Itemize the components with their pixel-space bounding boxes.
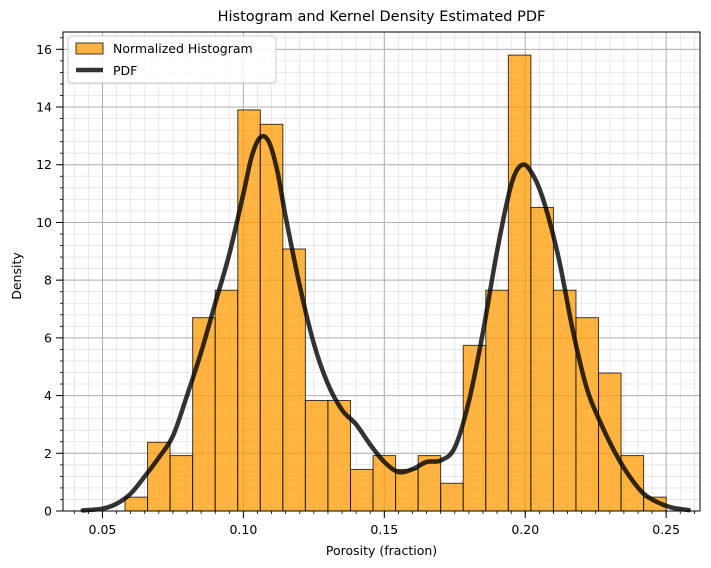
y-tick-label: 10	[36, 215, 52, 230]
histogram-bars	[124, 54, 667, 512]
histogram-bar	[507, 54, 532, 512]
legend-box	[67, 35, 277, 84]
chart-title: Histogram and Kernel Density Estimated P…	[218, 9, 546, 25]
histogram-bar	[530, 206, 554, 512]
histogram-bar	[440, 482, 464, 512]
legend-label-histogram: Normalized Histogram	[113, 41, 253, 56]
y-tick-label: 12	[36, 157, 52, 172]
histogram-bar	[169, 455, 194, 512]
y-tick-label: 0	[44, 504, 52, 519]
y-axis-label: Density	[9, 252, 24, 300]
histogram-bar	[349, 468, 374, 512]
histogram-bar	[214, 289, 239, 512]
y-tick-label: 14	[36, 100, 52, 115]
x-tick-label: 0.10	[229, 522, 257, 537]
histogram-bar	[485, 289, 509, 512]
legend-label-pdf: PDF	[113, 63, 137, 78]
x-axis-label: Porosity (fraction)	[326, 543, 437, 558]
legend-swatch-histogram	[75, 42, 104, 55]
y-tick-label: 8	[44, 273, 52, 288]
histogram-bar	[147, 441, 171, 512]
pdf-curve	[80, 133, 691, 513]
histogram-bar	[124, 496, 149, 512]
x-tick-label: 0.25	[652, 522, 680, 537]
histogram-bar	[304, 399, 329, 512]
y-tick-label: 6	[44, 330, 52, 345]
y-tick-label: 4	[44, 388, 52, 403]
x-tick-label: 0.05	[89, 522, 117, 537]
x-tick-label: 0.20	[511, 522, 539, 537]
legend: Normalized Histogram PDF	[67, 35, 277, 84]
y-tick-label: 16	[36, 42, 52, 57]
axis-ticks: 0.05 0.10 0.15 0.20 0.25 0 2 4 6 8 10 12 14 16	[36, 37, 695, 537]
x-tick-label: 0.15	[370, 522, 398, 537]
y-tick-label: 2	[44, 446, 52, 461]
histogram-bar	[395, 468, 419, 512]
plot-frame	[62, 31, 701, 512]
